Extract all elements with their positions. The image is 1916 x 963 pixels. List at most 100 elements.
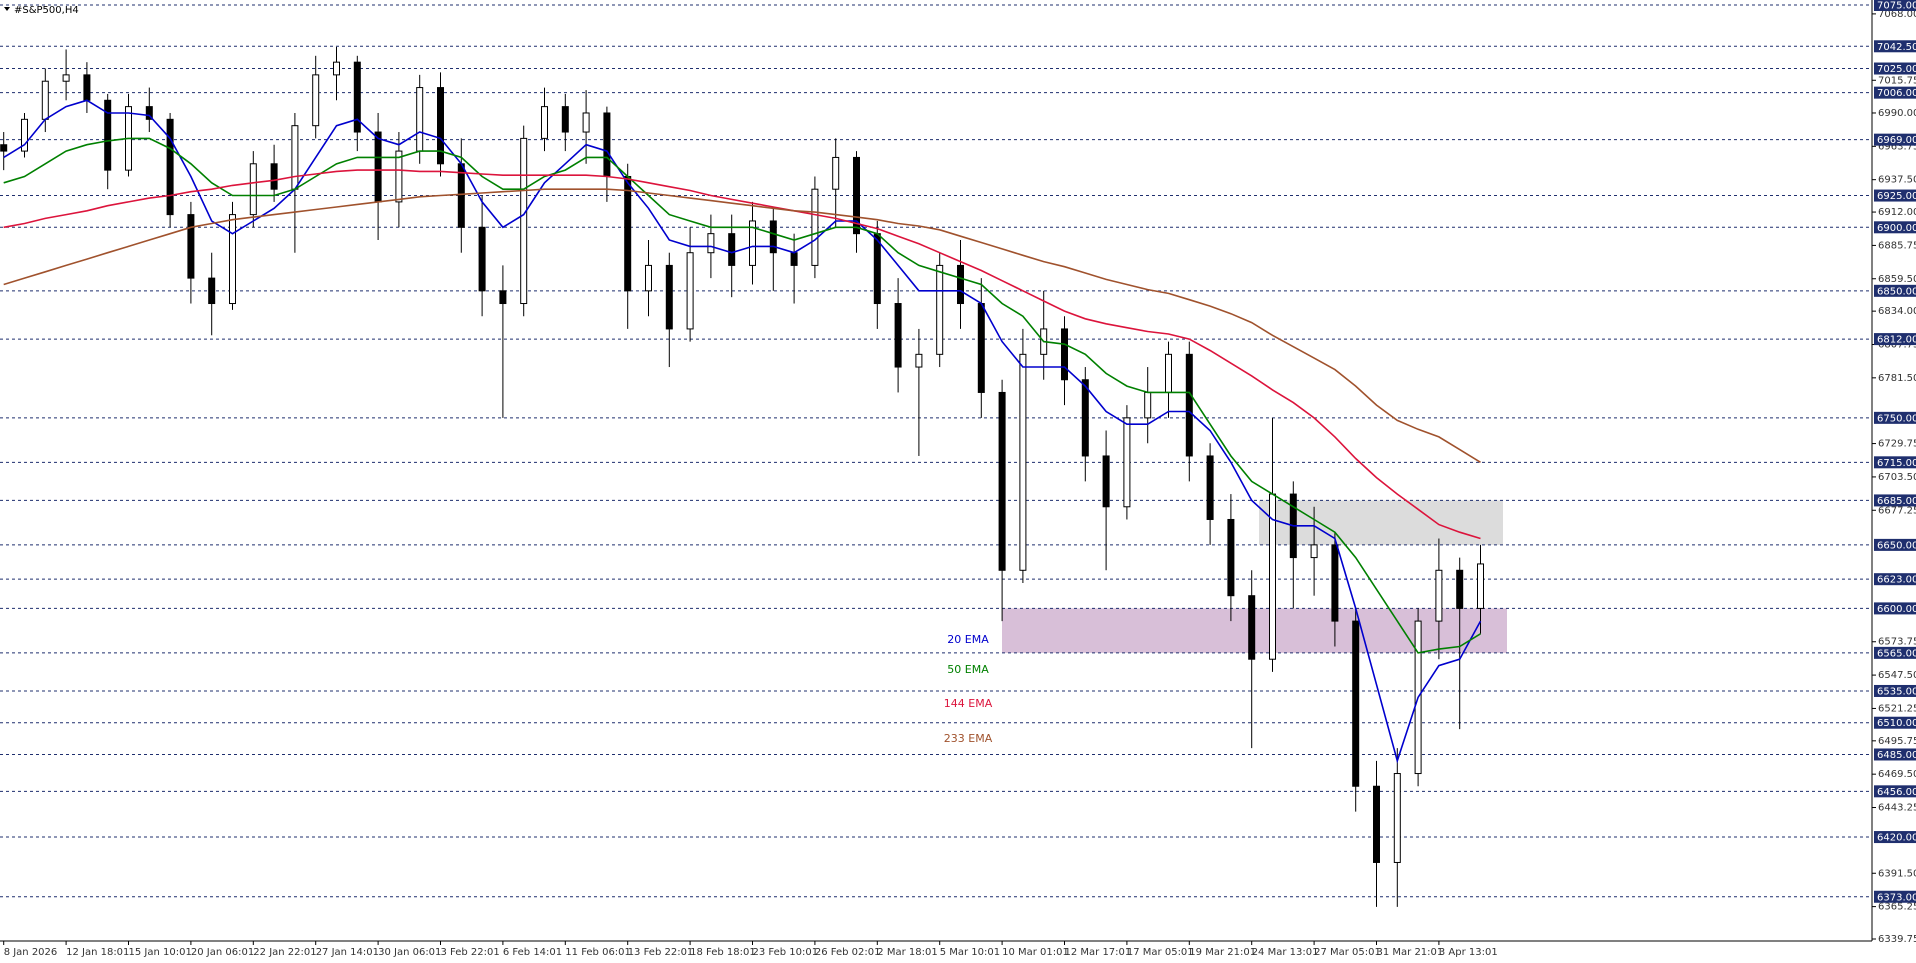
y-tick-label: 6521.25: [1878, 703, 1916, 714]
level-label-box: [1874, 831, 1916, 844]
level-label: 6812.00: [1877, 335, 1916, 346]
legend-label: 50 EMA: [947, 663, 989, 676]
level-label-box: [1874, 284, 1916, 297]
candle-body: [1165, 353, 1172, 393]
level-label-box: [1874, 333, 1916, 346]
candle-body: [229, 214, 236, 305]
candle-body: [1102, 455, 1110, 508]
candle-body: [21, 118, 28, 152]
legend-label: 20 EMA: [947, 633, 989, 646]
candle-body: [541, 106, 548, 139]
level-label-box: [1874, 890, 1916, 903]
candle-body: [790, 252, 798, 266]
candle-body: [769, 220, 777, 254]
candle-body: [1081, 379, 1089, 457]
candle-body: [853, 156, 860, 235]
candle-body: [686, 252, 694, 330]
y-tick-label: 6990.00: [1878, 108, 1916, 119]
x-tick-label: 31 Mar 21:01: [1377, 947, 1444, 958]
level-label: 6685.00: [1877, 496, 1916, 507]
level-label: 6485.00: [1877, 750, 1916, 761]
level-label: 6969.00: [1877, 135, 1916, 146]
x-tick-label: 30 Jan 06:01: [378, 947, 441, 958]
level-label: 7025.00: [1877, 64, 1916, 75]
candle-body: [291, 125, 299, 190]
level-label: 6565.00: [1877, 648, 1916, 659]
candle-body: [374, 131, 382, 203]
level-label: 6535.00: [1877, 686, 1916, 697]
candle-body: [270, 163, 278, 190]
level-label-box: [1874, 602, 1916, 615]
candle-body: [208, 277, 216, 305]
y-tick-label: 6963.75: [1878, 141, 1916, 152]
x-tick-label: 20 Jan 06:01: [191, 947, 254, 958]
level-label: 6900.00: [1877, 223, 1916, 234]
level-label-box: [1874, 189, 1916, 202]
level-label-box: [1874, 748, 1916, 761]
level-label: 6750.00: [1877, 413, 1916, 424]
x-tick-label: 23 Feb 10:01: [753, 947, 819, 958]
candle-body: [1435, 569, 1443, 622]
level-label: 6715.00: [1877, 458, 1916, 469]
candle-body: [41, 80, 49, 120]
candle-body: [832, 156, 840, 190]
level-label-box: [1874, 684, 1916, 697]
candle-body: [1393, 773, 1401, 863]
x-tick-label: 11 Feb 06:01: [565, 947, 631, 958]
y-tick-label: 6495.75: [1878, 736, 1916, 747]
x-tick-label: 27 Jan 14:01: [316, 947, 379, 958]
candle-body: [353, 61, 361, 133]
level-label: 6850.00: [1877, 286, 1916, 297]
level-label: 6373.00: [1877, 892, 1916, 903]
candle-body: [1185, 353, 1193, 457]
level-label-box: [1874, 785, 1916, 798]
candle-body: [1373, 785, 1380, 863]
level-label-box: [1874, 0, 1916, 11]
candle-body: [1331, 544, 1339, 622]
x-tick-label: 6 Feb 14:01: [503, 947, 562, 958]
x-tick-label: 2 Mar 18:01: [877, 947, 937, 958]
y-tick-label: 6834.00: [1878, 306, 1916, 317]
candle-body: [998, 391, 1006, 571]
candle-body: [582, 112, 590, 133]
y-tick-label: 6885.75: [1878, 240, 1916, 251]
candle-body: [1456, 569, 1464, 609]
candle-body: [187, 214, 195, 279]
candle-body: [749, 220, 756, 266]
candle-body: [145, 106, 153, 120]
level-label: 7042.50: [1877, 42, 1916, 53]
x-tick-label: 18 Feb 18:01: [690, 947, 756, 958]
candle-body: [561, 106, 569, 133]
candle-body: [249, 163, 257, 216]
candle-body: [1248, 595, 1256, 660]
candle-body: [395, 150, 403, 203]
x-tick-label: 3 Feb 22:01: [441, 947, 500, 958]
level-label: 6510.00: [1877, 718, 1916, 729]
y-tick-label: 7015.75: [1878, 75, 1916, 86]
level-label: 6623.00: [1877, 575, 1916, 586]
x-tick-label: 19 Mar 21:01: [1189, 947, 1256, 958]
level-label: 6420.00: [1877, 833, 1916, 844]
candle-body: [312, 74, 320, 127]
x-tick-label: 12 Mar 17:01: [1065, 947, 1132, 958]
level-label: 6650.00: [1877, 540, 1916, 551]
candle-body: [437, 87, 444, 165]
level-label-box: [1874, 646, 1916, 659]
candle-body: [499, 290, 507, 305]
candle-body: [894, 303, 902, 368]
candle-body: [707, 233, 715, 254]
candle-body: [915, 353, 923, 368]
candle-body: [936, 264, 944, 355]
x-tick-label: 27 Mar 05:01: [1314, 947, 1381, 958]
level-label-box: [1874, 40, 1916, 53]
chart-title: #S&P500,H4: [14, 5, 79, 16]
level-label: 7006.00: [1877, 88, 1916, 99]
candle-body: [645, 264, 652, 292]
candle-body: [1123, 417, 1131, 508]
candle-body: [1019, 353, 1027, 571]
y-tick-label: 6469.50: [1878, 769, 1916, 780]
ema-line: [3, 169, 1481, 540]
candle-body: [1310, 544, 1318, 559]
